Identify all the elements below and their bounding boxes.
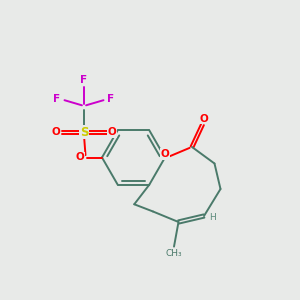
Text: O: O (52, 127, 61, 137)
Text: CH₃: CH₃ (166, 249, 182, 258)
Text: O: O (76, 152, 85, 163)
Text: S: S (80, 125, 88, 139)
Text: F: F (107, 94, 115, 104)
Text: F: F (80, 75, 88, 85)
Text: O: O (160, 149, 169, 159)
Text: F: F (53, 94, 61, 104)
Text: H: H (209, 213, 216, 222)
Text: O: O (107, 127, 116, 137)
Text: O: O (200, 113, 208, 124)
